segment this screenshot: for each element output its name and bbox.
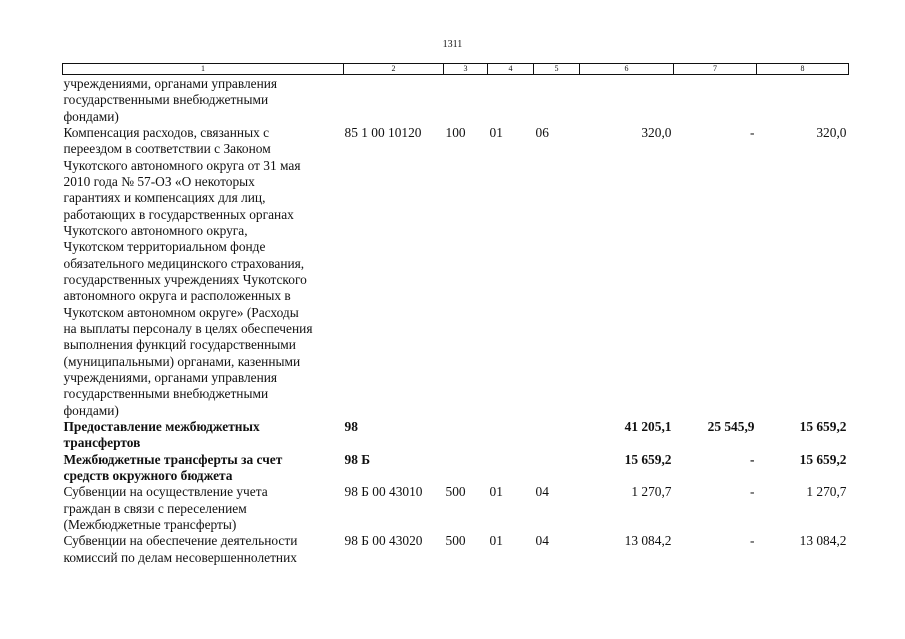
target-code: 85 1 00 10120 <box>344 124 422 140</box>
amount-regional: 13 084,2 <box>799 533 847 549</box>
expense-type <box>444 452 488 485</box>
table-row: Межбюджетные трансферты за счет средств … <box>63 452 849 485</box>
expense-type: 500 <box>445 533 466 549</box>
amount-federal: - <box>750 484 755 500</box>
row-description: Межбюджетные трансферты за счет средств … <box>63 451 283 483</box>
amount-regional <box>757 75 849 125</box>
column-header: 7 <box>673 63 757 75</box>
column-header: 5 <box>533 63 580 75</box>
table-row: Субвенции на осуществление учета граждан… <box>63 484 849 533</box>
amount-total: 15 659,2 <box>624 451 672 467</box>
amount-total: 320,0 <box>641 124 672 140</box>
row-description: учреждениями, органами управления госуда… <box>63 76 278 124</box>
amount-regional: 320,0 <box>816 124 847 140</box>
amount-total <box>580 75 674 125</box>
amount-regional: 15 659,2 <box>799 451 847 467</box>
section: 01 <box>489 124 503 140</box>
amount-federal: - <box>750 124 755 140</box>
table-row: Субвенции на обеспечение деятельности ко… <box>63 533 849 566</box>
page-number: 1311 <box>442 39 463 50</box>
column-header: 6 <box>579 63 674 75</box>
column-header: 1 <box>62 63 344 75</box>
table-row: Предоставление межбюджетных трансфертов 9… <box>63 419 849 452</box>
expense-type: 100 <box>445 124 466 140</box>
column-header: 3 <box>443 63 488 75</box>
amount-total: 1 270,7 <box>631 484 672 500</box>
target-code: 98 Б 00 43020 <box>344 533 423 549</box>
section <box>488 75 534 125</box>
section: 01 <box>489 484 503 500</box>
subsection: 06 <box>535 124 549 140</box>
subsection <box>534 419 580 452</box>
subsection: 04 <box>535 533 549 549</box>
column-header: 2 <box>343 63 444 75</box>
target-code <box>344 75 444 125</box>
row-description: Субвенции на обеспечение деятельности ко… <box>63 533 298 565</box>
row-description: Компенсация расходов, связанных с переез… <box>63 124 313 418</box>
column-header: 4 <box>487 63 534 75</box>
section <box>488 419 534 452</box>
expense-type <box>444 75 488 125</box>
section: 01 <box>489 533 503 549</box>
subsection <box>534 452 580 485</box>
column-header: 8 <box>756 63 849 75</box>
table-row: учреждениями, органами управления госуда… <box>63 75 849 125</box>
target-code: 98 Б <box>344 451 371 467</box>
amount-federal <box>674 75 757 125</box>
subsection <box>534 75 580 125</box>
expense-type: 500 <box>445 484 466 500</box>
target-code: 98 <box>344 418 358 434</box>
amount-regional: 15 659,2 <box>799 418 847 434</box>
row-description: Предоставление межбюджетных трансфертов <box>63 418 260 451</box>
amount-total: 41 205,1 <box>624 418 672 434</box>
amount-federal: 25 545,9 <box>707 418 755 434</box>
amount-total: 13 084,2 <box>624 533 672 549</box>
section <box>488 452 534 485</box>
table-body: учреждениями, органами управления госуда… <box>63 75 849 566</box>
amount-federal: - <box>750 533 755 549</box>
row-description: Субвенции на осуществление учета граждан… <box>63 484 268 532</box>
table-row: Компенсация расходов, связанных с переез… <box>63 125 849 419</box>
amount-federal: - <box>750 451 755 467</box>
amount-regional: 1 270,7 <box>806 484 847 500</box>
target-code: 98 Б 00 43010 <box>344 484 423 500</box>
subsection: 04 <box>535 484 549 500</box>
expense-type <box>444 419 488 452</box>
